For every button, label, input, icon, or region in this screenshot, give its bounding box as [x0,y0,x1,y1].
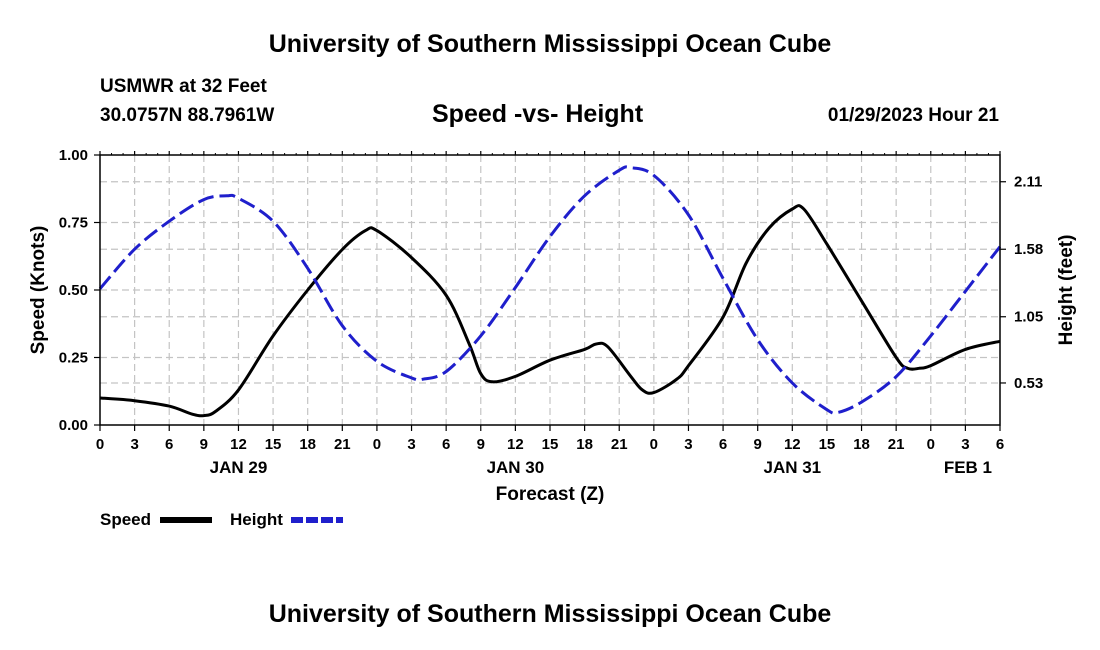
y-tick-label: 0.00 [59,417,88,434]
axes: 0 3 6 9 12 15 18 21 0 3 6 9 12 15 18 21 0 3 6 9 12 15 18 21 0 3 6 J… [59,147,1043,477]
y2-tick-label: 1.05 [1014,309,1043,326]
x-tick-label: 0 [927,436,935,453]
y-tick-label: 0.75 [59,215,88,232]
series-line-speed [99,204,1001,418]
series-layer [98,165,1002,418]
y2-tick-label: 0.53 [1014,375,1043,392]
y-axis-label: Speed (Knots) [28,226,49,355]
x-tick-label: 0 [96,436,104,453]
y2-tick-label: 2.11 [1014,174,1042,191]
x-tick-label: 12 [230,436,247,453]
legend-label-height: Height [230,510,283,529]
grid [100,155,1000,425]
x-tick-label: 6 [996,436,1004,453]
x-tick-label: 18 [853,436,870,453]
y-tick-label: 0.25 [59,350,88,367]
series-line-height [98,165,1002,415]
bottom-title: University of Southern Mississippi Ocean… [268,600,832,628]
x-tick-label: 18 [576,436,593,453]
main-title: University of Southern Mississippi Ocean… [268,30,832,58]
x-tick-label: 6 [165,436,173,453]
y2-tick-label: 1.58 [1014,241,1043,258]
date-label: FEB 1 [944,458,992,477]
x-tick-label: 21 [888,436,905,453]
x-tick-label: 18 [299,436,316,453]
x-tick-label: 3 [961,436,969,453]
x-tick-label: 6 [442,436,450,453]
x-tick-label: 3 [130,436,138,453]
x-tick-label: 9 [477,436,485,453]
x-tick-label: 15 [265,436,282,453]
legend-label-speed: Speed [100,510,151,529]
y-tick-label: 1.00 [59,147,88,164]
x-tick-label: 21 [611,436,628,453]
x-tick-label: 15 [819,436,836,453]
station-label: USMWR at 32 Feet [100,76,267,97]
y2-axis-label: Height (feet) [1056,235,1077,346]
y-tick-label: 0.50 [59,282,88,299]
x-tick-label: 3 [684,436,692,453]
chart-title: Speed -vs- Height [432,100,644,128]
datetime-label: 01/29/2023 Hour 21 [827,105,999,126]
date-label: JAN 29 [210,458,268,477]
x-tick-label: 3 [407,436,415,453]
x-tick-label: 12 [507,436,524,453]
x-tick-label: 9 [200,436,208,453]
x-tick-label: 12 [784,436,801,453]
coordinates-label: 30.0757N 88.7961W [100,105,275,126]
x-tick-label: 15 [542,436,559,453]
date-label: JAN 31 [763,458,821,477]
x-tick-label: 9 [754,436,762,453]
x-tick-label: 6 [719,436,727,453]
x-axis-label: Forecast (Z) [496,484,605,505]
legend: Speed Height [100,510,343,529]
x-tick-label: 0 [650,436,658,453]
date-label: JAN 30 [487,458,545,477]
x-tick-label: 0 [373,436,381,453]
x-tick-label: 21 [334,436,351,453]
